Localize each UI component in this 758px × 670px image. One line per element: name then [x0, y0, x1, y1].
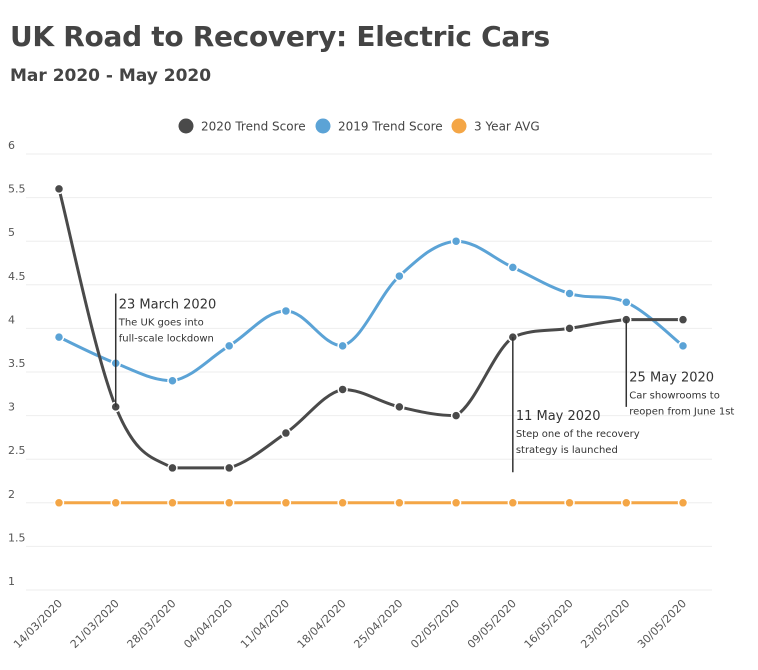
series-2019-trend-score-point[interactable]: [167, 375, 178, 386]
x-tick-label: 30/05/2020: [635, 597, 689, 651]
legend-marker: [451, 118, 467, 134]
y-tick-label: 5: [8, 226, 15, 239]
y-tick-label: 3: [8, 401, 15, 414]
series-2019-trend-score-point[interactable]: [394, 270, 405, 282]
series-2019-trend-score-point[interactable]: [223, 340, 235, 352]
legend-label: 2020 Trend Score: [201, 120, 306, 134]
series-3-year-avg-point[interactable]: [507, 497, 519, 509]
x-axis: 14/03/2020 21/03/2020 28/03/2020 04/04/2020…: [11, 597, 689, 651]
annotation-title: 11 May 2020: [516, 409, 601, 424]
y-tick-label: 3.5: [8, 357, 26, 370]
series-3-year-avg-point[interactable]: [450, 497, 462, 509]
annotation-title: 25 May 2020: [629, 370, 714, 385]
x-tick-label: 21/03/2020: [68, 597, 122, 651]
series-2019-trend-score-point[interactable]: [53, 331, 65, 343]
series-2019-trend-score-point[interactable]: [507, 262, 519, 273]
x-tick-label: 25/04/2020: [351, 597, 405, 651]
x-tick-label: 04/04/2020: [181, 597, 235, 651]
x-tick-label: 14/03/2020: [11, 597, 65, 651]
series-3-year-avg-point[interactable]: [223, 497, 235, 509]
y-axis: 1 1.5 2 2.5 3 3.5 4 4.5 5 5.5 6: [8, 139, 26, 588]
series-2020-trend-score-point[interactable]: [394, 401, 405, 413]
y-tick-label: 5.5: [8, 183, 26, 196]
series-3-year-avg-point[interactable]: [280, 497, 292, 509]
legend-marker: [315, 118, 331, 134]
legend: 2020 Trend Score 2019 Trend Score 3 Year A…: [178, 118, 540, 134]
series-2020-trend-score-point[interactable]: [167, 462, 178, 474]
annotation-title: 23 March 2020: [119, 298, 217, 313]
y-tick-label: 1.5: [8, 531, 26, 544]
series-3-year-avg-point[interactable]: [394, 497, 405, 509]
series-2020-trend-score-point[interactable]: [223, 462, 235, 474]
series-3-year-avg-point[interactable]: [564, 497, 575, 509]
series-2020-trend-score-point[interactable]: [677, 314, 689, 325]
series-3-year-avg-point[interactable]: [337, 497, 348, 509]
y-tick-label: 4: [8, 313, 15, 326]
series-lines: [53, 183, 689, 509]
annotation-text: Step one of the recovery: [516, 429, 640, 440]
series-3-year-avg-point[interactable]: [53, 497, 65, 509]
series-3-year-avg-point[interactable]: [621, 497, 632, 509]
chart-subtitle: Mar 2020 - May 2020: [10, 66, 212, 86]
series-2019-trend-score-point[interactable]: [450, 235, 462, 247]
annotations: 23 March 2020 The UK goes into full-scale …: [114, 293, 734, 473]
series-3-year-avg-point[interactable]: [677, 497, 689, 509]
x-tick-label: 16/05/2020: [522, 597, 576, 651]
gridlines: [26, 153, 712, 591]
annotation-text: full-scale lockdown: [119, 334, 214, 345]
series-2020-trend-score-point[interactable]: [450, 410, 462, 421]
x-tick-label: 28/03/2020: [125, 597, 179, 651]
series-2019-trend-score-point[interactable]: [564, 288, 575, 299]
annotation-text: The UK goes into: [118, 318, 204, 329]
chart-title: UK Road to Recovery: Electric Cars: [10, 20, 550, 53]
y-tick-label: 2: [8, 488, 15, 501]
y-tick-label: 1: [8, 575, 15, 588]
series-3-year-avg-point[interactable]: [167, 497, 178, 509]
x-tick-label: 23/05/2020: [578, 597, 632, 651]
annotation-text: reopen from June 1st: [629, 406, 734, 417]
annotation-text: strategy is launched: [516, 445, 618, 456]
legend-marker: [178, 118, 194, 134]
series-2020-trend-score-point[interactable]: [564, 323, 575, 334]
series-2020-trend-score-point[interactable]: [337, 384, 348, 395]
series-2019-trend-score-point[interactable]: [280, 305, 292, 317]
x-tick-label: 02/05/2020: [408, 597, 462, 651]
legend-label: 2019 Trend Score: [338, 120, 443, 134]
annotation-text: Car showrooms to: [629, 390, 720, 401]
legend-label: 3 Year AVG: [474, 120, 540, 134]
series-3-year-avg-point[interactable]: [110, 497, 121, 509]
x-tick-label: 11/04/2020: [238, 597, 292, 651]
series-2020-trend-score-point[interactable]: [280, 427, 292, 439]
series-2019-trend-score-point[interactable]: [621, 296, 632, 308]
y-tick-label: 6: [8, 139, 15, 152]
y-tick-label: 4.5: [8, 270, 26, 283]
series-2020-trend-score-point[interactable]: [53, 183, 65, 195]
series-2019-trend-score-point[interactable]: [337, 340, 348, 352]
x-tick-label: 18/04/2020: [295, 597, 349, 651]
x-tick-label: 09/05/2020: [465, 597, 519, 651]
series-2019-trend-score-point[interactable]: [677, 340, 689, 352]
y-tick-label: 2.5: [8, 444, 26, 457]
